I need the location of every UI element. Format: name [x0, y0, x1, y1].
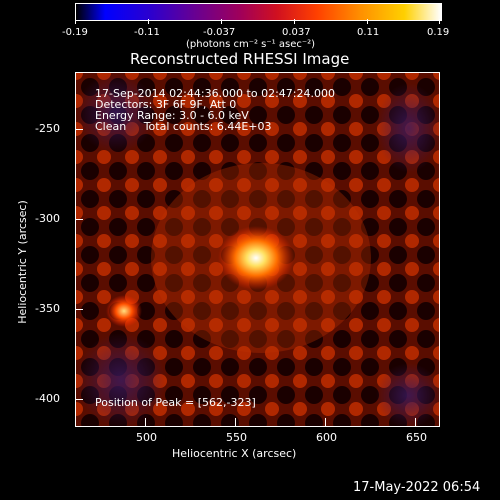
- image-title: Reconstructed RHESSI Image: [130, 50, 350, 68]
- colorbar: [75, 3, 442, 21]
- rhessi-image: [75, 72, 440, 427]
- footer-timestamp: 17-May-2022 06:54: [353, 480, 481, 495]
- colorbar-tick-label: 0.037: [282, 27, 311, 38]
- x-tick-label: 650: [406, 431, 427, 444]
- x-tick-label: 500: [136, 431, 157, 444]
- y-tick-label: -350: [35, 302, 60, 315]
- y-axis-label: Heliocentric Y (arcsec): [16, 200, 29, 324]
- colorbar-tick-label: 0.19: [427, 27, 450, 38]
- x-axis-label: Heliocentric X (arcsec): [172, 447, 297, 460]
- info-counts: Clean Total counts: 6.44E+03: [95, 120, 272, 133]
- y-tick-label: -300: [35, 212, 60, 225]
- y-tick-label: -250: [35, 122, 60, 135]
- x-tick-label: 550: [226, 431, 247, 444]
- image-heatmap: [76, 73, 439, 426]
- x-tick-label: 600: [316, 431, 337, 444]
- x-axis-ticks: [75, 72, 440, 427]
- colorbar-tick-label: -0.037: [203, 27, 236, 38]
- colorbar-tick-label: -0.19: [62, 27, 88, 38]
- info-energy-range: Energy Range: 3.0 - 6.0 keV: [95, 109, 249, 122]
- colorbar-units: (photons cm⁻² s⁻¹ asec⁻²): [186, 39, 316, 50]
- info-peak-position: Position of Peak = [562,-323]: [95, 396, 256, 409]
- colorbar-tick-label: 0.11: [357, 27, 380, 38]
- colorbar-tick-label: -0.11: [134, 27, 160, 38]
- colorbar-ticks: [75, 19, 440, 25]
- y-tick-label: -400: [35, 392, 60, 405]
- info-time-range: 17-Sep-2014 02:44:36.000 to 02:47:24.000: [95, 87, 335, 100]
- info-detectors: Detectors: 3F 6F 9F, Att 0: [95, 98, 237, 111]
